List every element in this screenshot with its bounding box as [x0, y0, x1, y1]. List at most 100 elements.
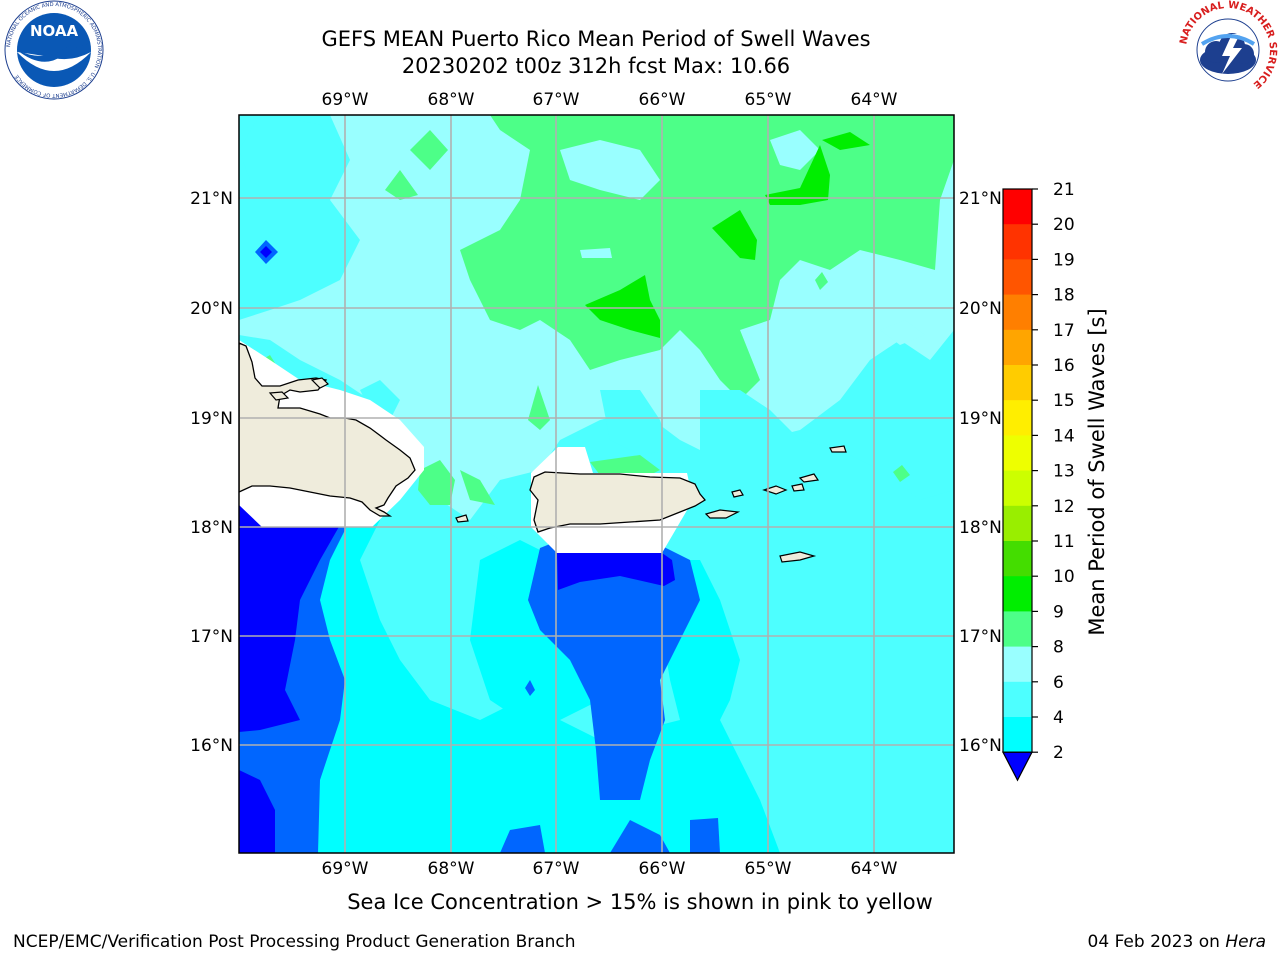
colorbar-segment [1003, 189, 1032, 225]
nws-logo: NATIONAL WEATHER SERVICE [1178, 0, 1278, 99]
colorbar: 21 20 19 18 17 16 15 14 13 12 11 10 9 8 6 4 2 [1002, 180, 1075, 782]
lon-labels-bottom: 69°W 68°W 67°W 66°W 65°W 64°W [322, 859, 898, 879]
colorbar-tick-label: 21 [1053, 180, 1075, 200]
colorbar-tick-label: 18 [1053, 286, 1075, 306]
contour-9-10-northeast [460, 115, 954, 400]
colorbar-tick-label: 9 [1053, 602, 1064, 622]
colorbar-segment [1003, 294, 1032, 331]
colorbar-tick-label: 11 [1053, 532, 1075, 552]
contour-10-11-c [765, 145, 830, 205]
noaa-logo-text: NOAA [30, 22, 79, 40]
lat-label: 17°N [190, 627, 233, 647]
colorbar-tick-label: 16 [1053, 356, 1075, 376]
footer-date: 04 Feb 2023 on Hera [1088, 932, 1266, 952]
lon-label: 65°W [745, 90, 792, 110]
colorbar-segment [1003, 646, 1032, 683]
contour-8-9-patch-6 [880, 320, 925, 345]
land-st-thomas [762, 485, 788, 495]
footer-date-text: 04 Feb 2023 on [1087, 932, 1226, 952]
colorbar-tick-label: 2 [1053, 743, 1064, 763]
colorbar-tick-label: 6 [1053, 673, 1064, 693]
sea-ice-caption: Sea Ice Concentration > 15% is shown in … [347, 890, 933, 914]
lat-label: 16°N [959, 736, 1002, 756]
colorbar-segment [1003, 717, 1032, 753]
contour-2-4-south-b [610, 820, 670, 853]
lon-label: 64°W [851, 859, 898, 879]
swell-period-contours [239, 115, 954, 853]
land-anegada [829, 445, 847, 453]
land-islet-b [455, 514, 469, 523]
title-line-2: 20230202 t00z 312h fcst Max: 10.66 [401, 54, 791, 78]
land-tortola [798, 473, 820, 483]
contour-10-11-b [712, 210, 757, 260]
colorbar-segment [1003, 259, 1032, 296]
lon-label: 68°W [428, 859, 475, 879]
contour-2-4-center [528, 540, 700, 800]
chart-title: GEFS MEAN Puerto Rico Mean Period of Swe… [321, 26, 870, 80]
land-islet-c [268, 391, 290, 401]
footer-credit: NCEP/EMC/Verification Post Processing Pr… [13, 932, 576, 952]
contour-below-2-southwest [239, 770, 275, 853]
graticule [239, 115, 954, 853]
contour-2-4-south-c [690, 818, 720, 853]
lon-label: 68°W [428, 90, 475, 110]
contour-2-4-small [525, 680, 535, 696]
map-frame [238, 114, 955, 854]
lon-label: 67°W [533, 859, 580, 879]
colorbar-segment [1003, 681, 1032, 718]
contour-10-11-d [822, 132, 870, 150]
contour-9-10-patch-b [385, 170, 418, 200]
lon-label: 69°W [322, 859, 369, 879]
contour-8-9-patch-1 [560, 140, 660, 200]
colorbar-segment [1003, 435, 1032, 472]
title-line-1: GEFS MEAN Puerto Rico Mean Period of Swe… [321, 27, 871, 51]
land-hispaniola [239, 342, 416, 517]
lat-label: 21°N [190, 189, 233, 209]
contour-9-10-patch-g [893, 465, 910, 482]
land-st-john [791, 483, 805, 492]
colorbar-tick-label: 8 [1053, 638, 1064, 658]
land-vieques [704, 509, 741, 519]
colorbar-tick-label: 10 [1053, 567, 1075, 587]
colorbar-tick-label: 13 [1053, 462, 1075, 482]
lat-label: 20°N [959, 299, 1002, 319]
contour-8-9-patch-3 [580, 248, 612, 258]
colorbar-segment [1003, 470, 1032, 507]
lat-label: 17°N [959, 627, 1002, 647]
contour-9-10-patch-h [815, 272, 828, 290]
contour-below-2-west [239, 500, 340, 732]
lon-label: 66°W [639, 859, 686, 879]
colorbar-tick-label: 17 [1053, 321, 1075, 341]
lon-label: 67°W [533, 90, 580, 110]
colorbar-segment [1003, 224, 1032, 260]
lat-label: 16°N [190, 736, 233, 756]
contour-below-2-spot-inner [260, 246, 272, 258]
lat-label: 18°N [959, 518, 1002, 538]
colorbar-segment [1003, 576, 1032, 612]
contour-9-10-patch-d [418, 460, 455, 505]
lon-label: 69°W [322, 90, 369, 110]
contour-6-8-north [239, 115, 340, 200]
contour-10-11-a [585, 275, 660, 338]
lon-label: 66°W [639, 90, 686, 110]
contour-6-8-center [600, 390, 670, 455]
contour-2-4-south-a [500, 825, 545, 853]
colorbar-tick-label: 14 [1053, 426, 1075, 446]
colorbar-label: Mean Period of Swell Waves [s] [1085, 308, 1109, 635]
colorbar-segment [1003, 611, 1032, 648]
colorbar-segment [1003, 541, 1032, 577]
lat-label: 19°N [190, 409, 233, 429]
colorbar-tick-label: 19 [1053, 250, 1075, 270]
colorbar-segment [1003, 400, 1032, 436]
colorbar-tick-label: 4 [1053, 708, 1064, 728]
footer-host: Hera [1225, 932, 1266, 952]
contour-below-2-center [557, 553, 675, 590]
lat-label: 19°N [959, 409, 1002, 429]
colorbar-segment [1003, 505, 1032, 542]
colorbar-tick-label: 12 [1053, 497, 1075, 517]
lat-label: 21°N [959, 189, 1002, 209]
colorbar-segment [1003, 365, 1032, 401]
contour-9-10-patch-a [410, 130, 448, 170]
colorbar-segment [1003, 329, 1032, 366]
